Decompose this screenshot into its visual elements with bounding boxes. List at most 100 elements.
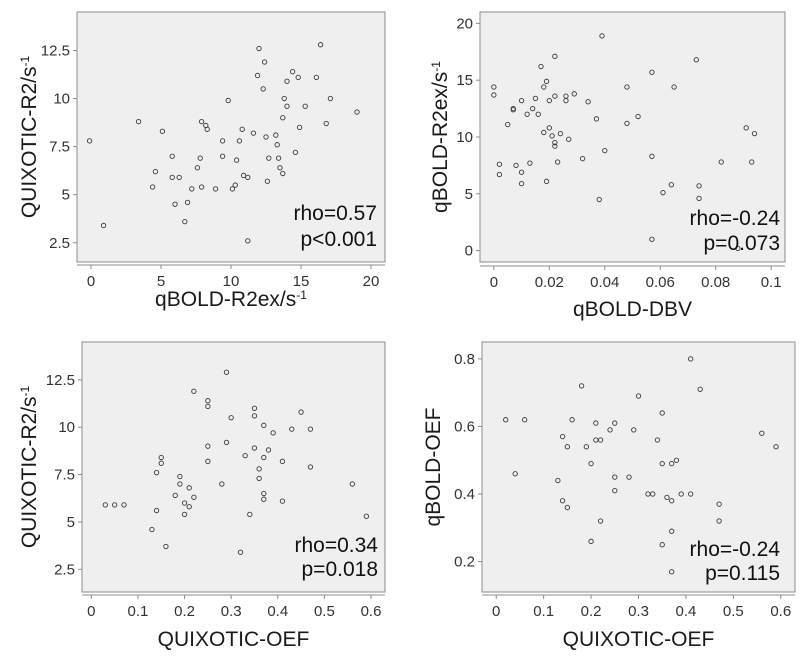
x-tick-label: 10 bbox=[223, 273, 240, 290]
data-point bbox=[612, 474, 618, 480]
data-point bbox=[555, 477, 561, 484]
x-tick-label: 0.3 bbox=[628, 603, 649, 620]
data-point bbox=[612, 487, 618, 494]
data-point bbox=[239, 126, 245, 132]
data-point bbox=[588, 460, 594, 467]
data-point bbox=[583, 444, 589, 450]
data-point bbox=[491, 92, 497, 98]
data-point bbox=[204, 126, 210, 132]
data-point bbox=[261, 422, 267, 428]
x-tick-label: 0.06 bbox=[646, 274, 675, 291]
data-point bbox=[280, 170, 286, 177]
data-point bbox=[597, 518, 604, 524]
data-point bbox=[588, 538, 594, 544]
data-point bbox=[527, 160, 533, 166]
data-point bbox=[237, 549, 244, 555]
data-point bbox=[631, 427, 637, 433]
p-value-annotation: p<0.001 bbox=[301, 228, 378, 251]
p-value-annotation: p=0.073 bbox=[704, 232, 781, 255]
x-tick-label: 0.02 bbox=[535, 274, 564, 291]
y-axis-title-superscript: -1 bbox=[18, 55, 32, 66]
data-point bbox=[543, 78, 550, 84]
data-point bbox=[176, 174, 182, 181]
data-point bbox=[688, 356, 694, 362]
x-tick-label: 0.5 bbox=[314, 603, 335, 620]
data-point bbox=[697, 386, 703, 392]
data-point bbox=[491, 84, 497, 90]
data-point bbox=[496, 161, 503, 167]
data-point bbox=[599, 33, 605, 39]
data-point bbox=[313, 74, 320, 81]
data-point bbox=[718, 159, 724, 165]
data-point bbox=[743, 125, 749, 131]
y-tick-label: 7.5 bbox=[54, 467, 75, 484]
data-point bbox=[296, 124, 303, 131]
data-point bbox=[298, 409, 304, 415]
data-point bbox=[735, 245, 741, 252]
data-point bbox=[593, 116, 600, 122]
y-tick-label: 0.8 bbox=[454, 351, 475, 368]
data-point bbox=[153, 470, 160, 476]
data-point bbox=[158, 454, 164, 461]
data-point bbox=[696, 183, 702, 189]
data-point bbox=[624, 120, 630, 127]
data-point bbox=[232, 182, 238, 188]
data-point bbox=[186, 485, 192, 491]
data-point bbox=[251, 405, 258, 411]
y-axis-title: QUIXOTIC-R2/s-1 bbox=[18, 385, 41, 548]
data-point bbox=[111, 502, 118, 508]
data-point bbox=[205, 443, 211, 449]
data-point bbox=[668, 182, 674, 188]
y-axis-title-text: QUIXOTIC-R2/s bbox=[18, 66, 41, 218]
plot-area bbox=[479, 11, 786, 263]
x-tick-label: 0.2 bbox=[581, 603, 602, 620]
data-point bbox=[673, 457, 680, 463]
data-point bbox=[669, 528, 675, 534]
data-point bbox=[184, 199, 191, 206]
data-point bbox=[593, 420, 599, 426]
x-tick-label: 0.6 bbox=[361, 603, 382, 620]
data-point bbox=[518, 180, 525, 187]
x-tick-label: 0 bbox=[87, 603, 95, 620]
data-point bbox=[149, 184, 156, 190]
data-point bbox=[205, 403, 211, 410]
data-point bbox=[205, 458, 211, 464]
data-point bbox=[251, 445, 258, 451]
data-point bbox=[172, 492, 178, 499]
data-point bbox=[635, 113, 641, 120]
y-axis-title-superscript: -1 bbox=[429, 61, 443, 72]
data-point bbox=[649, 69, 655, 75]
scatter-panel-3: 0 0.1 0.2 0.3 0.4 0.5 0.6 2.5 5 7.5 10 12.5 rho=0.34… bbox=[18, 341, 386, 651]
data-point bbox=[240, 172, 247, 179]
data-point bbox=[247, 511, 253, 517]
data-point bbox=[275, 155, 282, 161]
data-point bbox=[669, 498, 675, 504]
y-tick-label: 12.5 bbox=[46, 372, 75, 389]
data-point bbox=[541, 84, 547, 90]
data-point bbox=[292, 149, 299, 156]
data-point bbox=[219, 138, 226, 144]
data-point bbox=[559, 433, 566, 440]
data-point bbox=[546, 97, 552, 104]
data-point bbox=[284, 78, 290, 84]
data-point bbox=[585, 99, 591, 105]
data-point bbox=[274, 142, 280, 148]
data-point bbox=[522, 417, 528, 423]
data-point bbox=[182, 218, 188, 225]
data-point bbox=[363, 513, 370, 519]
data-point bbox=[317, 42, 324, 48]
data-point bbox=[163, 543, 169, 550]
data-point bbox=[564, 504, 571, 511]
data-point bbox=[265, 447, 272, 453]
x-tick-label: 0 bbox=[492, 603, 500, 620]
data-point bbox=[649, 236, 655, 242]
data-point bbox=[251, 413, 258, 419]
scatter-panel-1: 0 5 10 15 20 2.5 5 7.5 10 12.5 rho=0.57 p<0.001 qBOL… bbox=[18, 11, 386, 311]
x-tick-label: 0.2 bbox=[174, 603, 195, 620]
data-point bbox=[660, 190, 666, 196]
y-tick-label: 10 bbox=[456, 129, 473, 146]
x-tick-label: 0.3 bbox=[221, 603, 242, 620]
scatter-panel-2: 0 0.02 0.04 0.06 0.08 0.1 0 5 10 15 20 rho=-0.24p=0… bbox=[429, 11, 786, 321]
plot-area bbox=[481, 341, 796, 593]
data-point bbox=[100, 222, 107, 229]
